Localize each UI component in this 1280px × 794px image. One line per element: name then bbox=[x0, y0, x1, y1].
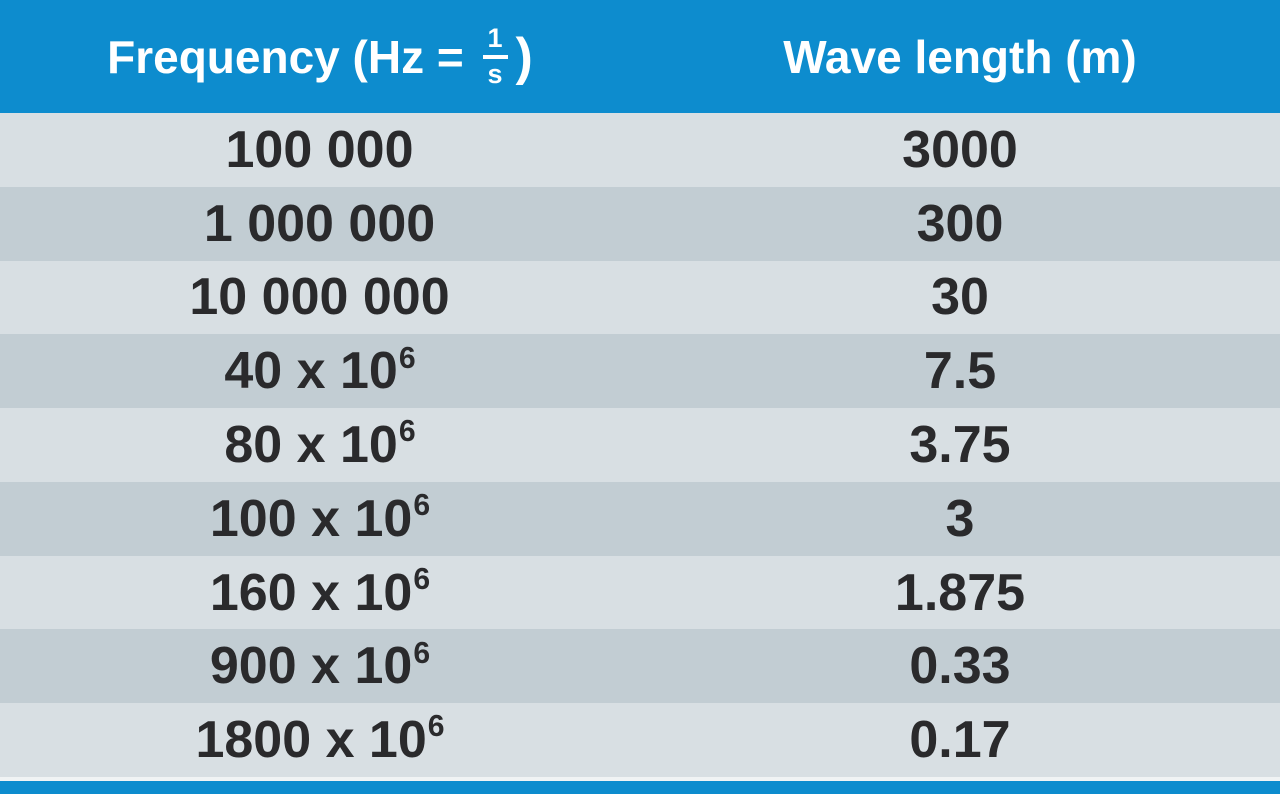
wavelength-cell: 3.75 bbox=[909, 416, 1011, 475]
table-row: 900 x 10 6 0.33 bbox=[0, 629, 1280, 704]
table-row: 10 000 000 30 bbox=[0, 260, 1280, 335]
frequency-cell: 40 x 10 6 bbox=[224, 341, 416, 401]
wavelength-cell: 3 bbox=[945, 489, 975, 548]
wavelength-header-label: Wave length (m) bbox=[783, 30, 1137, 83]
fraction-denominator: s bbox=[487, 59, 503, 89]
bottom-accent-bar bbox=[0, 781, 1280, 794]
wavelength-cell: 30 bbox=[931, 268, 989, 327]
fraction-numerator: 1 bbox=[482, 25, 508, 59]
table-row: 100 x 10 6 3 bbox=[0, 481, 1280, 556]
table-row: 100 000 3000 bbox=[0, 113, 1280, 187]
frequency-cell: 900 x 10 6 bbox=[209, 636, 431, 696]
frequency-header-prefix: Frequency (Hz = bbox=[107, 30, 477, 83]
frequency-cell: 10 000 000 bbox=[189, 268, 450, 327]
wavelength-cell: 0.17 bbox=[909, 711, 1011, 770]
table-row: 1 000 000 300 bbox=[0, 186, 1280, 261]
bottom-separator-line bbox=[0, 777, 1280, 781]
table-row: 40 x 10 6 7.5 bbox=[0, 334, 1280, 409]
table-row: 80 x 10 6 3.75 bbox=[0, 408, 1280, 482]
frequency-column-header: Frequency (Hz = 1 s) bbox=[0, 25, 640, 88]
frequency-cell: 100 000 bbox=[225, 120, 414, 179]
wavelength-cell: 7.5 bbox=[923, 342, 997, 401]
frequency-header-suffix: ) bbox=[515, 27, 533, 86]
wavelength-cell: 3000 bbox=[902, 120, 1018, 179]
table-row: 160 x 10 6 1.875 bbox=[0, 555, 1280, 630]
frequency-cell: 1800 x 10 6 bbox=[195, 710, 445, 770]
wavelength-cell: 0.33 bbox=[909, 637, 1011, 696]
wavelength-cell: 300 bbox=[916, 194, 1004, 253]
wavelength-cell: 1.875 bbox=[894, 563, 1026, 622]
wavelength-column-header: Wave length (m) bbox=[640, 30, 1280, 84]
frequency-cell: 80 x 10 6 bbox=[224, 415, 416, 475]
frequency-cell: 100 x 10 6 bbox=[209, 489, 431, 548]
table-body: 100 000 3000 1 000 000 300 10 000 000 30… bbox=[0, 113, 1280, 778]
table-header-row: Frequency (Hz = 1 s) Wave length (m) bbox=[0, 0, 1280, 113]
table-row: 1800 x 10 6 0.17 bbox=[0, 703, 1280, 778]
frequency-cell: 160 x 10 6 bbox=[209, 562, 431, 622]
frequency-cell: 1 000 000 bbox=[203, 194, 436, 253]
